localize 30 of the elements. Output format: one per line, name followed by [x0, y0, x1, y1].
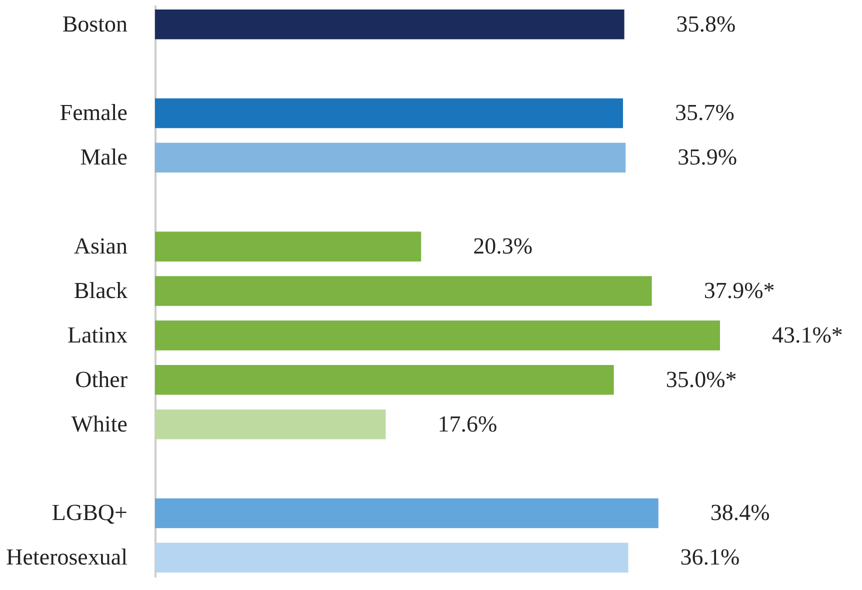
bar: [155, 276, 652, 306]
bar: [155, 142, 626, 173]
bar: [155, 365, 614, 395]
y-tick-label: Heterosexual: [6, 544, 128, 570]
y-tick-label: LGBQ+: [52, 500, 128, 526]
y-tick-label: Latinx: [67, 322, 128, 348]
y-tick-label: Other: [75, 366, 128, 392]
data-label: 35.8%: [676, 11, 736, 36]
bar: [155, 542, 628, 573]
y-tick-label: Asian: [74, 234, 128, 259]
y-tick-label: Female: [60, 100, 128, 126]
bar: [155, 409, 386, 440]
data-label: 17.6%: [438, 411, 498, 436]
data-label: 35.7%: [674, 100, 734, 126]
data-label: 37.9%*: [704, 278, 775, 303]
bar: [155, 498, 658, 528]
bar: [155, 98, 623, 128]
data-label: 36.1%: [680, 544, 740, 570]
bar: [155, 320, 720, 350]
bar: [155, 9, 624, 40]
data-label: 35.9%: [678, 144, 738, 170]
y-tick-label: Male: [80, 144, 128, 170]
data-label: 35.0%*: [666, 366, 737, 392]
data-label: 38.4%: [710, 500, 770, 526]
y-tick-label: White: [71, 411, 128, 436]
bar: [155, 232, 422, 262]
data-label: 20.3%: [473, 234, 533, 259]
y-tick-label: Black: [74, 278, 128, 303]
y-tick-label: Boston: [62, 11, 128, 36]
data-label: 43.1%*: [772, 322, 843, 348]
